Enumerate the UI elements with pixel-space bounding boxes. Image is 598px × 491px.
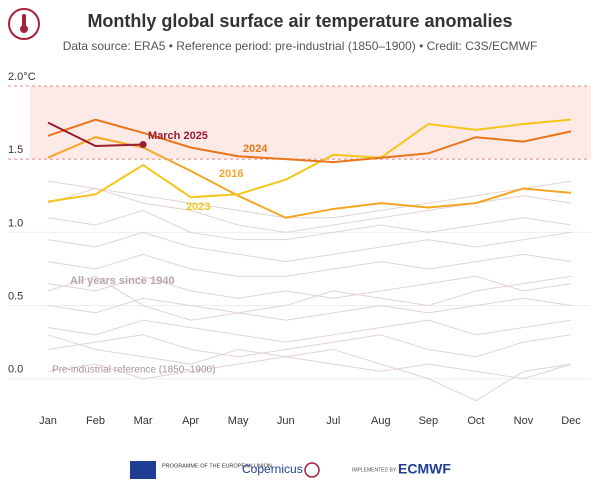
series-label: 2024 (243, 143, 268, 155)
background-line (47, 209, 572, 241)
background-line (47, 275, 572, 321)
series-line (47, 121, 144, 148)
background-line (47, 187, 572, 233)
y-tick-label: 0.5 (8, 290, 23, 302)
chart-title: Monthly global surface air temperature a… (87, 11, 512, 31)
series-line (47, 118, 572, 203)
x-tick-label: Sep (419, 415, 439, 427)
background-line (47, 231, 572, 263)
chart-subtitle: Data source: ERA5 • Reference period: pr… (63, 39, 538, 53)
series-label: March 2025 (148, 130, 208, 142)
logo-thermometer (22, 14, 26, 28)
eu-flag (130, 461, 156, 479)
background-line (47, 356, 572, 380)
ecmwf-text: ECMWF (398, 461, 451, 477)
footer: PROGRAMME OF THE EUROPEAN UNION Copernic… (130, 461, 451, 479)
y-tick-label: 1.5 (8, 144, 23, 156)
logo (8, 8, 40, 40)
background-line (47, 297, 572, 321)
implemented-text: IMPLEMENTED BY (352, 467, 397, 473)
y-tick-label: 0.0 (8, 364, 23, 376)
x-tick-label: Oct (467, 415, 484, 427)
x-tick-label: Jan (39, 415, 57, 427)
annotation: Pre-industrial reference (1850–1900) (52, 365, 215, 376)
x-tick-label: Apr (182, 415, 199, 427)
logo-ring (8, 8, 40, 40)
eu-text: PROGRAMME OF THE EUROPEAN UNION (162, 463, 272, 469)
background-line (47, 253, 572, 277)
background-line (47, 275, 572, 299)
series-label: 2016 (219, 168, 243, 180)
x-tick-label: Feb (86, 415, 105, 427)
target-band (30, 86, 591, 160)
x-tick-label: Nov (514, 415, 534, 427)
x-tick-label: Aug (371, 415, 391, 427)
y-tick-label: 2.0°C (8, 71, 36, 83)
x-tick-label: Jul (326, 415, 340, 427)
background-line (47, 180, 572, 219)
series-line (47, 118, 572, 164)
background-line (47, 319, 572, 343)
c3s-logo (304, 462, 320, 478)
background-line (47, 334, 572, 402)
x-tick-label: Jun (277, 415, 295, 427)
annotation: All years since 1940 (70, 275, 175, 287)
series-label: 2023 (186, 201, 210, 213)
y-tick-label: 1.0 (8, 217, 23, 229)
x-tick-label: May (228, 415, 249, 427)
background-line (47, 334, 572, 358)
logo-bulb (20, 25, 28, 33)
x-tick-label: Mar (134, 415, 153, 427)
copernicus-text: Copernicus (242, 462, 303, 476)
x-tick-label: Dec (561, 415, 581, 427)
latest-point (139, 141, 147, 149)
